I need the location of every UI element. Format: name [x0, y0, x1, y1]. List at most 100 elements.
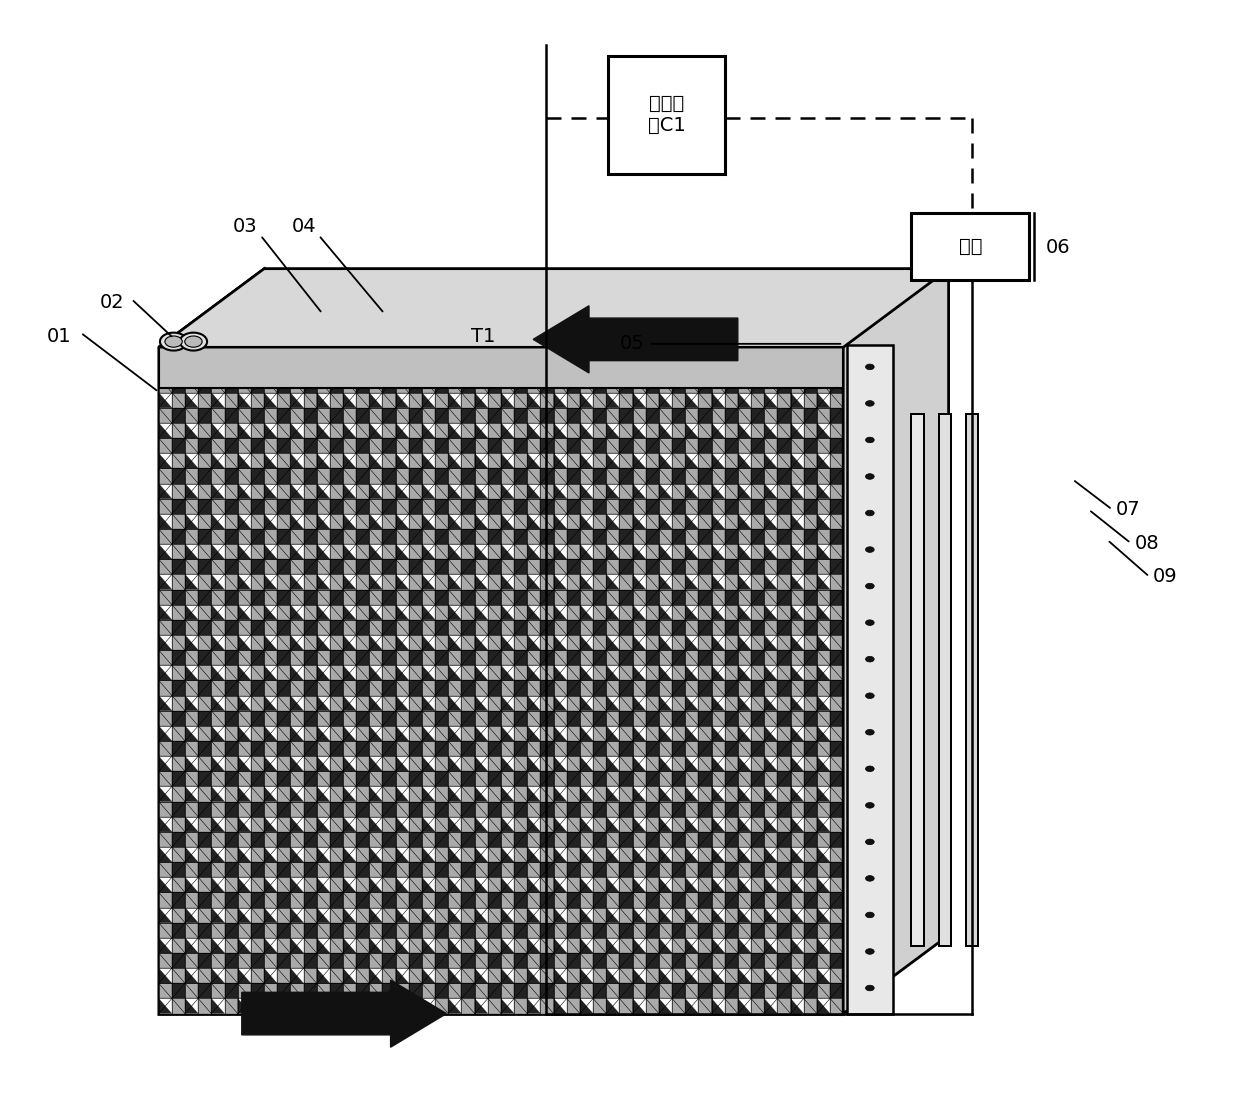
Polygon shape [278, 907, 290, 923]
Polygon shape [264, 347, 278, 363]
Polygon shape [238, 832, 264, 862]
Polygon shape [777, 741, 791, 756]
Polygon shape [686, 408, 698, 423]
Polygon shape [370, 498, 382, 514]
Polygon shape [646, 937, 658, 953]
Polygon shape [830, 862, 843, 877]
Polygon shape [343, 347, 370, 377]
Polygon shape [646, 650, 658, 665]
Polygon shape [580, 347, 593, 363]
Polygon shape [738, 484, 751, 498]
Polygon shape [777, 529, 791, 544]
Polygon shape [330, 665, 343, 681]
Polygon shape [449, 347, 461, 363]
Polygon shape [606, 529, 632, 559]
Polygon shape [370, 619, 396, 650]
Polygon shape [172, 575, 185, 589]
Polygon shape [475, 802, 501, 832]
Polygon shape [304, 816, 316, 832]
Polygon shape [553, 484, 567, 498]
Polygon shape [198, 726, 211, 741]
Polygon shape [356, 832, 370, 847]
Polygon shape [553, 347, 567, 363]
Polygon shape [382, 953, 396, 968]
Polygon shape [541, 423, 553, 438]
Polygon shape [449, 802, 475, 832]
Polygon shape [632, 862, 646, 877]
Polygon shape [632, 893, 658, 923]
Polygon shape [738, 681, 751, 696]
Polygon shape [764, 377, 791, 408]
Polygon shape [382, 408, 396, 423]
Polygon shape [672, 575, 686, 589]
Polygon shape [764, 893, 777, 907]
Polygon shape [738, 468, 764, 498]
Polygon shape [515, 907, 527, 923]
Polygon shape [646, 877, 658, 893]
Polygon shape [580, 529, 606, 559]
Polygon shape [738, 953, 764, 983]
Polygon shape [658, 847, 672, 862]
Polygon shape [211, 605, 224, 619]
Polygon shape [304, 514, 316, 529]
Polygon shape [830, 498, 843, 514]
Polygon shape [330, 816, 343, 832]
Polygon shape [435, 983, 449, 998]
Polygon shape [606, 983, 632, 1014]
Polygon shape [646, 741, 658, 756]
Polygon shape [211, 726, 224, 741]
Polygon shape [698, 575, 712, 589]
Polygon shape [211, 498, 238, 529]
Polygon shape [461, 514, 475, 529]
Polygon shape [553, 363, 567, 377]
Polygon shape [515, 619, 527, 635]
Polygon shape [804, 923, 817, 937]
Polygon shape [777, 726, 791, 741]
Polygon shape [238, 772, 264, 802]
Polygon shape [290, 741, 304, 756]
Polygon shape [396, 907, 409, 923]
Polygon shape [501, 589, 515, 605]
Polygon shape [198, 711, 211, 726]
Polygon shape [185, 347, 198, 363]
Polygon shape [698, 393, 712, 408]
Polygon shape [751, 696, 764, 711]
Polygon shape [764, 832, 791, 862]
Polygon shape [238, 923, 264, 953]
Polygon shape [278, 377, 290, 393]
Polygon shape [658, 468, 686, 498]
Polygon shape [475, 619, 501, 650]
Polygon shape [501, 423, 515, 438]
Polygon shape [620, 726, 632, 741]
Polygon shape [686, 832, 698, 847]
Polygon shape [817, 923, 830, 937]
Polygon shape [541, 347, 553, 363]
Polygon shape [606, 711, 632, 741]
Polygon shape [330, 802, 343, 816]
Polygon shape [278, 514, 290, 529]
Polygon shape [541, 953, 553, 968]
Polygon shape [580, 832, 606, 862]
Polygon shape [264, 589, 278, 605]
Polygon shape [159, 832, 185, 862]
Polygon shape [501, 575, 515, 589]
Polygon shape [632, 529, 658, 559]
Polygon shape [475, 498, 501, 529]
Polygon shape [658, 650, 672, 665]
Polygon shape [449, 726, 461, 741]
Polygon shape [250, 998, 264, 1014]
Polygon shape [686, 438, 712, 468]
Polygon shape [686, 907, 698, 923]
Polygon shape [698, 619, 712, 635]
Polygon shape [224, 893, 238, 907]
Polygon shape [435, 544, 449, 559]
Polygon shape [409, 423, 422, 438]
Polygon shape [211, 529, 224, 544]
Polygon shape [316, 408, 330, 423]
Polygon shape [290, 802, 304, 816]
Polygon shape [830, 802, 843, 816]
Polygon shape [501, 983, 527, 1014]
Polygon shape [290, 923, 304, 937]
Polygon shape [382, 756, 396, 772]
Polygon shape [686, 711, 712, 741]
